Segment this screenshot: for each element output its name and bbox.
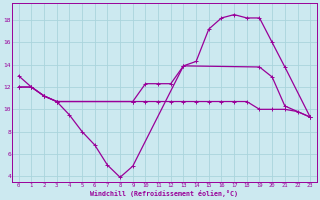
X-axis label: Windchill (Refroidissement éolien,°C): Windchill (Refroidissement éolien,°C) [91, 190, 238, 197]
